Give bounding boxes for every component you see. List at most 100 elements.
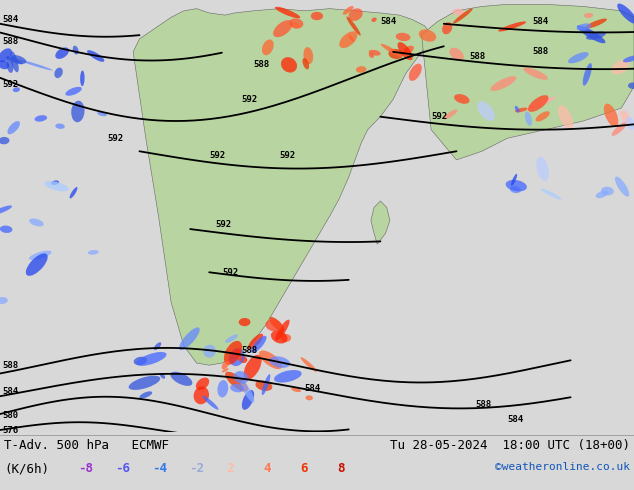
Ellipse shape — [275, 7, 301, 18]
Ellipse shape — [0, 205, 12, 215]
Text: 592: 592 — [216, 220, 231, 229]
Ellipse shape — [13, 87, 20, 92]
Ellipse shape — [525, 112, 532, 126]
Ellipse shape — [251, 336, 266, 353]
Ellipse shape — [292, 23, 299, 28]
Ellipse shape — [604, 103, 618, 127]
Text: 584: 584 — [507, 415, 523, 424]
Ellipse shape — [380, 44, 403, 57]
Ellipse shape — [262, 39, 274, 55]
Ellipse shape — [11, 55, 27, 64]
Ellipse shape — [6, 56, 23, 64]
Ellipse shape — [242, 390, 254, 410]
Ellipse shape — [558, 105, 573, 129]
Ellipse shape — [160, 373, 165, 379]
Ellipse shape — [34, 115, 47, 122]
Ellipse shape — [615, 176, 629, 196]
Text: 592: 592 — [209, 151, 225, 160]
Text: 584: 584 — [2, 387, 18, 395]
Ellipse shape — [262, 374, 270, 395]
Ellipse shape — [139, 392, 152, 398]
Ellipse shape — [311, 12, 323, 20]
Ellipse shape — [576, 24, 592, 30]
Text: 584: 584 — [380, 17, 396, 26]
Text: 592: 592 — [279, 151, 295, 160]
Ellipse shape — [80, 71, 84, 86]
Ellipse shape — [515, 108, 527, 112]
Text: ©weatheronline.co.uk: ©weatheronline.co.uk — [495, 462, 630, 472]
Ellipse shape — [241, 381, 254, 402]
Ellipse shape — [65, 87, 82, 96]
Text: 584: 584 — [2, 15, 18, 24]
Text: 6: 6 — [300, 462, 307, 475]
Ellipse shape — [0, 49, 12, 62]
Ellipse shape — [450, 48, 463, 61]
Ellipse shape — [442, 22, 452, 34]
Ellipse shape — [230, 384, 244, 392]
Ellipse shape — [271, 330, 287, 343]
Ellipse shape — [409, 64, 422, 81]
Ellipse shape — [6, 57, 13, 73]
Ellipse shape — [541, 189, 562, 199]
Ellipse shape — [55, 123, 65, 129]
Ellipse shape — [577, 25, 605, 43]
Ellipse shape — [70, 187, 77, 198]
Ellipse shape — [356, 66, 366, 73]
Text: T-Adv. 500 hPa   ECMWF: T-Adv. 500 hPa ECMWF — [4, 439, 169, 452]
Text: 588: 588 — [469, 51, 485, 61]
Ellipse shape — [248, 334, 263, 349]
Ellipse shape — [339, 31, 358, 48]
Ellipse shape — [453, 8, 473, 24]
Ellipse shape — [0, 297, 8, 304]
Ellipse shape — [623, 55, 634, 62]
Text: 588: 588 — [2, 361, 18, 369]
Ellipse shape — [511, 174, 517, 186]
Text: 580: 580 — [2, 411, 18, 420]
Ellipse shape — [239, 318, 250, 326]
Ellipse shape — [628, 82, 634, 89]
Ellipse shape — [596, 191, 608, 198]
Ellipse shape — [73, 46, 79, 54]
Ellipse shape — [301, 357, 317, 372]
Ellipse shape — [620, 110, 630, 123]
Ellipse shape — [306, 395, 313, 400]
Ellipse shape — [419, 29, 436, 42]
Text: 584: 584 — [304, 385, 320, 393]
Text: 8: 8 — [337, 462, 344, 475]
Polygon shape — [133, 9, 431, 365]
Ellipse shape — [586, 31, 606, 40]
Ellipse shape — [269, 356, 290, 368]
Ellipse shape — [196, 378, 209, 390]
Ellipse shape — [536, 157, 549, 181]
Text: 592: 592 — [431, 112, 447, 121]
Ellipse shape — [18, 59, 53, 71]
Ellipse shape — [601, 187, 614, 196]
Ellipse shape — [222, 368, 229, 372]
Ellipse shape — [527, 97, 556, 110]
Ellipse shape — [266, 319, 281, 331]
Ellipse shape — [348, 35, 354, 42]
Ellipse shape — [179, 327, 200, 350]
Ellipse shape — [515, 106, 519, 113]
Ellipse shape — [235, 349, 242, 362]
Text: Tu 28-05-2024  18:00 UTC (18+00): Tu 28-05-2024 18:00 UTC (18+00) — [390, 439, 630, 452]
Text: -2: -2 — [189, 462, 204, 475]
Text: 588: 588 — [254, 60, 269, 69]
Ellipse shape — [203, 345, 216, 358]
Ellipse shape — [369, 50, 380, 56]
Ellipse shape — [256, 380, 273, 391]
Ellipse shape — [389, 49, 403, 59]
Ellipse shape — [454, 94, 470, 104]
Text: -8: -8 — [78, 462, 93, 475]
Ellipse shape — [584, 13, 593, 18]
Ellipse shape — [477, 101, 495, 121]
Ellipse shape — [29, 250, 51, 260]
Ellipse shape — [8, 121, 20, 134]
Ellipse shape — [498, 22, 526, 31]
Ellipse shape — [269, 317, 285, 332]
Ellipse shape — [611, 60, 630, 74]
Polygon shape — [371, 201, 390, 244]
Ellipse shape — [618, 3, 634, 24]
Ellipse shape — [88, 250, 99, 255]
Ellipse shape — [273, 20, 293, 37]
